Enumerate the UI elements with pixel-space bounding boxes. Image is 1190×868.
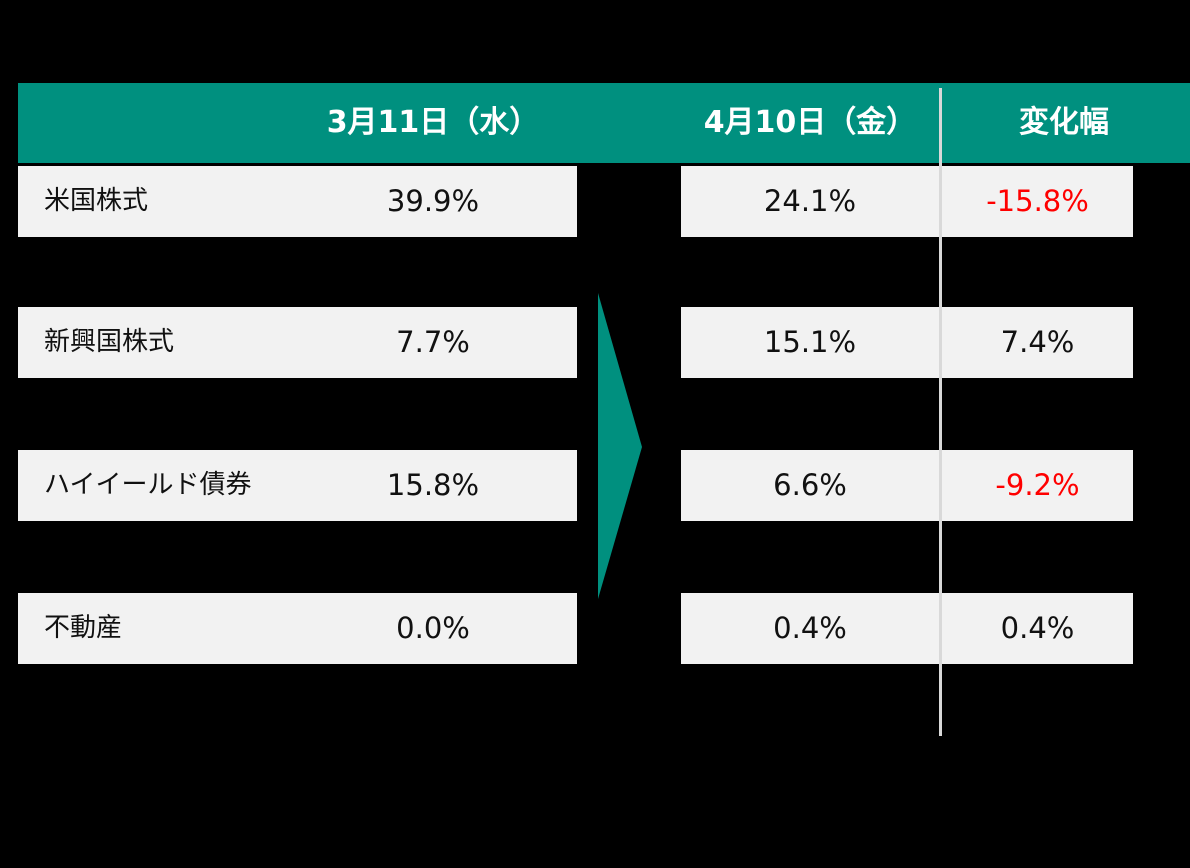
row-left-bg: [18, 593, 577, 664]
header-change: 変化幅: [1019, 105, 1109, 140]
arrow-shape: [598, 293, 642, 599]
change-value: -9.2%: [942, 450, 1133, 521]
header-bar: [18, 83, 1190, 163]
march-value: 15.8%: [386, 468, 480, 502]
march-value: 39.9%: [386, 184, 480, 218]
march-value: 7.7%: [396, 325, 470, 359]
april-value: 6.6%: [681, 450, 939, 521]
row-left-bg: [18, 450, 577, 521]
change-value: 7.4%: [942, 307, 1133, 378]
row-left-bg: [18, 307, 577, 378]
row-label: 新興国株式: [44, 327, 175, 357]
april-value: 15.1%: [681, 307, 939, 378]
row-left-bg: [18, 166, 577, 237]
row-label: ハイイールド債券: [44, 470, 252, 500]
row-label: 米国株式: [44, 186, 149, 216]
row-label: 不動産: [44, 613, 123, 643]
header-april: 4月10日（金）: [703, 105, 917, 140]
change-value: 0.4%: [942, 593, 1133, 664]
header-march: 3月11日（水）: [326, 105, 540, 140]
arrow: [598, 293, 642, 599]
march-value: 0.0%: [396, 611, 470, 645]
april-value: 24.1%: [681, 166, 939, 237]
change-value: -15.8%: [942, 166, 1133, 237]
april-value: 0.4%: [681, 593, 939, 664]
divider: [939, 88, 942, 736]
